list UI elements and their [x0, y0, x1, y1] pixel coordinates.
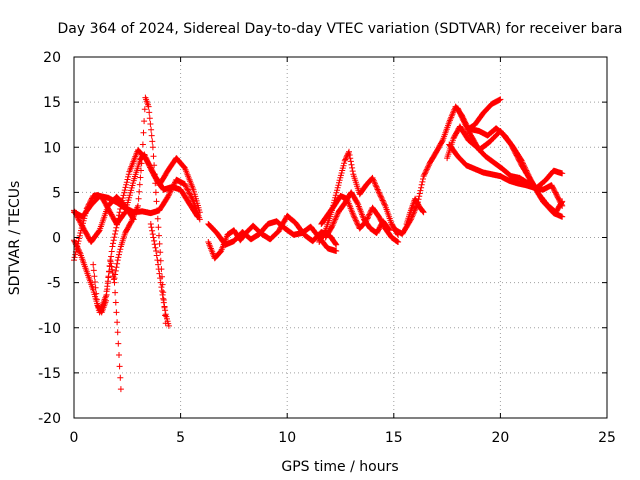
- y-tick-label: -10: [38, 321, 61, 337]
- y-tick-label: 20: [43, 50, 61, 66]
- data-point-marks: [322, 189, 393, 241]
- data-point-marks: [316, 148, 402, 245]
- data-point-marks: [403, 195, 427, 227]
- data-series-track-9: [205, 218, 340, 254]
- data-point-marks: [467, 125, 566, 216]
- data-series-track-6: [90, 257, 124, 393]
- y-tick-label: -20: [38, 411, 61, 427]
- data-series-track-17: [467, 125, 566, 216]
- x-axis-label: GPS time / hours: [281, 459, 398, 475]
- y-tick-label: 10: [43, 140, 61, 156]
- y-tick-label: 0: [52, 231, 61, 247]
- data-point-marks: [454, 105, 566, 220]
- x-tick-label: 0: [70, 430, 79, 446]
- x-tick-label: 25: [598, 430, 616, 446]
- x-tick-label: 15: [385, 430, 403, 446]
- data-series-track-5: [111, 94, 169, 327]
- y-tick-label: 15: [43, 95, 61, 111]
- y-tick-label: 5: [52, 185, 61, 201]
- axis-ticks: 0 5 10 15 20 25 -20 -15 -10 -5 0 5 10 15 20: [38, 50, 616, 446]
- data-point-marks: [147, 221, 172, 329]
- chart-title: Day 364 of 2024, Sidereal Day-to-day VTE…: [57, 21, 622, 37]
- data-series-track-16: [454, 105, 566, 220]
- data-series-track-7: [147, 221, 172, 329]
- y-tick-label: -15: [38, 366, 61, 382]
- data-point-marks: [111, 94, 169, 327]
- x-tick-label: 5: [176, 430, 185, 446]
- data-series-track-12: [322, 189, 393, 241]
- data-series-track-18: [403, 195, 427, 227]
- data-point-marks: [205, 218, 340, 254]
- x-tick-label: 10: [278, 430, 296, 446]
- x-tick-label: 20: [491, 430, 509, 446]
- data-points: [71, 94, 566, 393]
- data-series-track-10: [316, 148, 402, 245]
- data-point-marks: [90, 257, 124, 393]
- y-tick-label: -5: [47, 276, 61, 292]
- y-axis-label: SDTVAR / TECUs: [7, 181, 23, 296]
